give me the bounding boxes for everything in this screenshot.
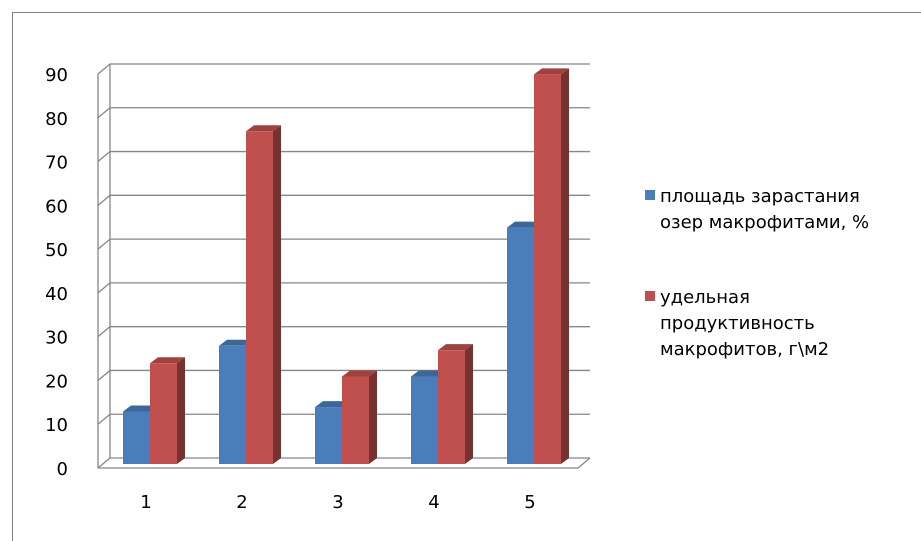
x-tick-label: 3 bbox=[332, 492, 343, 513]
y-tick-label: 0 bbox=[57, 459, 68, 480]
chart-frame bbox=[12, 12, 921, 541]
x-tick-label: 5 bbox=[524, 492, 535, 513]
y-tick-label: 40 bbox=[45, 284, 68, 305]
y-tick-label: 70 bbox=[45, 153, 68, 174]
gridline bbox=[97, 150, 590, 163]
legend-entry: площадь зарастания озер макрофитами, % bbox=[645, 186, 869, 233]
y-tick-label: 60 bbox=[45, 196, 68, 217]
legend: площадь зарастания озер макрофитами, % уде… bbox=[645, 186, 869, 360]
bar-s2-5 bbox=[534, 68, 569, 464]
y-axis-ticks: 0 10 20 30 40 50 60 70 80 90 bbox=[45, 65, 68, 480]
legend-label: удельная bbox=[660, 287, 750, 308]
legend-swatch bbox=[645, 190, 655, 200]
y-tick-label: 90 bbox=[45, 65, 68, 86]
y-tick-label: 20 bbox=[45, 371, 68, 392]
legend-swatch bbox=[645, 291, 655, 301]
bar-s2-1 bbox=[150, 357, 185, 464]
bar-s2-2 bbox=[246, 125, 281, 465]
legend-label: продуктивность bbox=[660, 313, 815, 334]
y-tick-label: 80 bbox=[45, 109, 68, 130]
legend-label: озер макрофитами, % bbox=[660, 212, 869, 233]
x-tick-label: 2 bbox=[236, 492, 247, 513]
gridline bbox=[97, 63, 590, 75]
bars bbox=[123, 68, 569, 465]
gridline bbox=[97, 194, 590, 206]
legend-label: макрофитов, г\м2 bbox=[660, 339, 829, 360]
y-tick-label: 50 bbox=[45, 240, 68, 261]
x-tick-label: 4 bbox=[428, 492, 439, 513]
gridline bbox=[97, 107, 590, 119]
x-tick-label: 1 bbox=[140, 492, 151, 513]
floor-right-edge bbox=[577, 457, 591, 469]
y-tick-label: 10 bbox=[45, 415, 68, 436]
gridlines bbox=[97, 63, 591, 469]
legend-entry: удельная продуктивность макрофитов, г\м2 bbox=[645, 287, 829, 360]
legend-label: площадь зарастания bbox=[660, 186, 860, 207]
bar-s2-4 bbox=[438, 344, 473, 464]
bar-s2-3 bbox=[342, 370, 377, 464]
x-axis-ticks: 1 2 3 4 5 bbox=[140, 492, 535, 513]
y-tick-label: 30 bbox=[45, 328, 68, 349]
